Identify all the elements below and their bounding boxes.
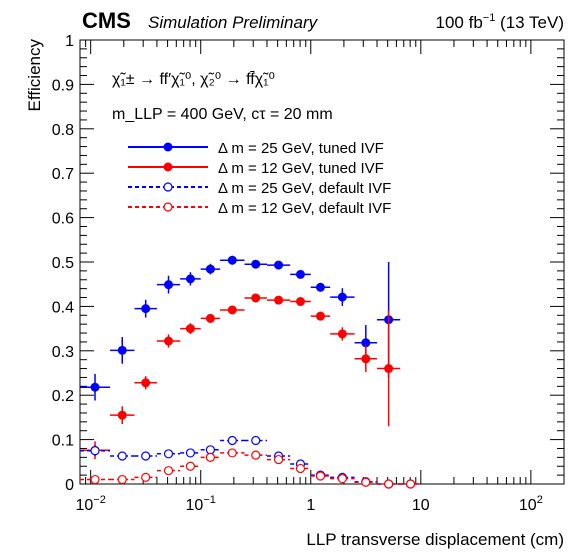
legend-label: Δ m = 25 GeV, tuned IVF (218, 140, 384, 157)
data-point (384, 364, 394, 374)
data-point (295, 297, 305, 307)
legend-marker (163, 182, 173, 192)
series-3 (80, 448, 421, 489)
data-point (227, 305, 237, 315)
luminosity-label: 100 fb−1 (13 TeV) (436, 12, 564, 32)
process-annotation: χ̃₁± → ff′χ̃₁⁰, χ̃₂⁰ → ff̄χ̃₁⁰ (112, 71, 275, 88)
data-point (185, 448, 196, 458)
legend-marker (163, 142, 173, 152)
data-point (227, 448, 237, 458)
y-tick-label: 0.4 (52, 299, 74, 316)
legend: Δ m = 25 GeV, tuned IVF Δ m = 12 GeV, tun… (128, 140, 391, 217)
y-tick-label: 0 (65, 477, 74, 494)
data-point (273, 454, 284, 465)
data-point (90, 382, 100, 392)
cms-status: Simulation Preliminary (148, 13, 319, 32)
data-point (251, 450, 261, 460)
y-tick-label: 0.1 (52, 433, 74, 450)
data-point (251, 435, 261, 446)
y-tick-label: 0.5 (52, 255, 74, 272)
data-point (205, 264, 215, 274)
data-point (185, 274, 195, 284)
data-point (90, 446, 100, 456)
data-point (163, 449, 174, 459)
data-point (164, 336, 174, 346)
data-point (227, 255, 237, 265)
data-point (117, 451, 127, 461)
luminosity-exponent: −1 (483, 12, 496, 24)
y-tick-label: 0.7 (52, 166, 74, 183)
data-point (205, 313, 215, 323)
y-tick-label: 0.2 (52, 388, 74, 405)
data-point (295, 269, 305, 279)
data-point (337, 474, 347, 484)
data-point (141, 472, 151, 482)
data-point (141, 304, 151, 314)
legend-marker (163, 162, 173, 172)
data-point (405, 479, 416, 489)
data-point (205, 445, 216, 455)
data-point (251, 259, 261, 269)
x-tick-label: 1 (306, 497, 315, 514)
data-point (315, 311, 325, 321)
cms-label: CMS (82, 8, 131, 33)
legend-label: Δ m = 25 GeV, default IVF (218, 180, 391, 197)
energy-label: (13 TeV) (495, 13, 564, 32)
data-point (141, 378, 151, 388)
y-axis-label: Efficiency (25, 39, 44, 112)
legend-label: Δ m = 12 GeV, tuned IVF (218, 160, 384, 177)
data-point (274, 260, 284, 270)
legend-marker (163, 202, 173, 212)
y-tick-label: 0.8 (52, 122, 74, 139)
y-tick-label: 0.6 (52, 211, 74, 228)
data-point (117, 410, 127, 420)
series-0 (80, 255, 401, 401)
data-point (117, 474, 127, 485)
data-point (361, 354, 371, 364)
y-tick-label: 0.9 (52, 77, 74, 94)
x-tick-label: 10−1 (186, 494, 216, 514)
x-tick-label: 10−2 (75, 494, 105, 514)
data-point (337, 329, 347, 339)
data-point (163, 466, 174, 476)
legend-label: Δ m = 12 GeV, default IVF (218, 200, 391, 217)
data-point (315, 282, 325, 292)
luminosity-value: 100 fb (436, 13, 483, 32)
data-point (164, 280, 174, 290)
data-point (315, 471, 326, 481)
data-point (185, 461, 196, 471)
data-layer (80, 255, 421, 489)
x-tick-label: 102 (519, 494, 543, 514)
params-annotation: m_LLP = 400 GeV, cτ = 20 mm (112, 106, 333, 123)
data-point (251, 293, 261, 303)
data-point (337, 292, 347, 302)
data-point (205, 452, 216, 462)
x-tick-label: 10 (412, 497, 430, 514)
x-axis-label: LLP transverse displacement (cm) (306, 530, 564, 549)
data-point (141, 451, 151, 461)
data-point (274, 295, 284, 305)
data-point (227, 435, 237, 446)
series-1 (80, 293, 401, 460)
y-tick-label: 0.3 (52, 344, 74, 361)
data-point (185, 324, 195, 334)
data-point (117, 345, 127, 355)
y-tick-label: 1 (65, 33, 74, 50)
data-point (384, 479, 394, 489)
data-point (295, 463, 306, 474)
data-point (361, 477, 371, 487)
data-point (90, 474, 100, 485)
